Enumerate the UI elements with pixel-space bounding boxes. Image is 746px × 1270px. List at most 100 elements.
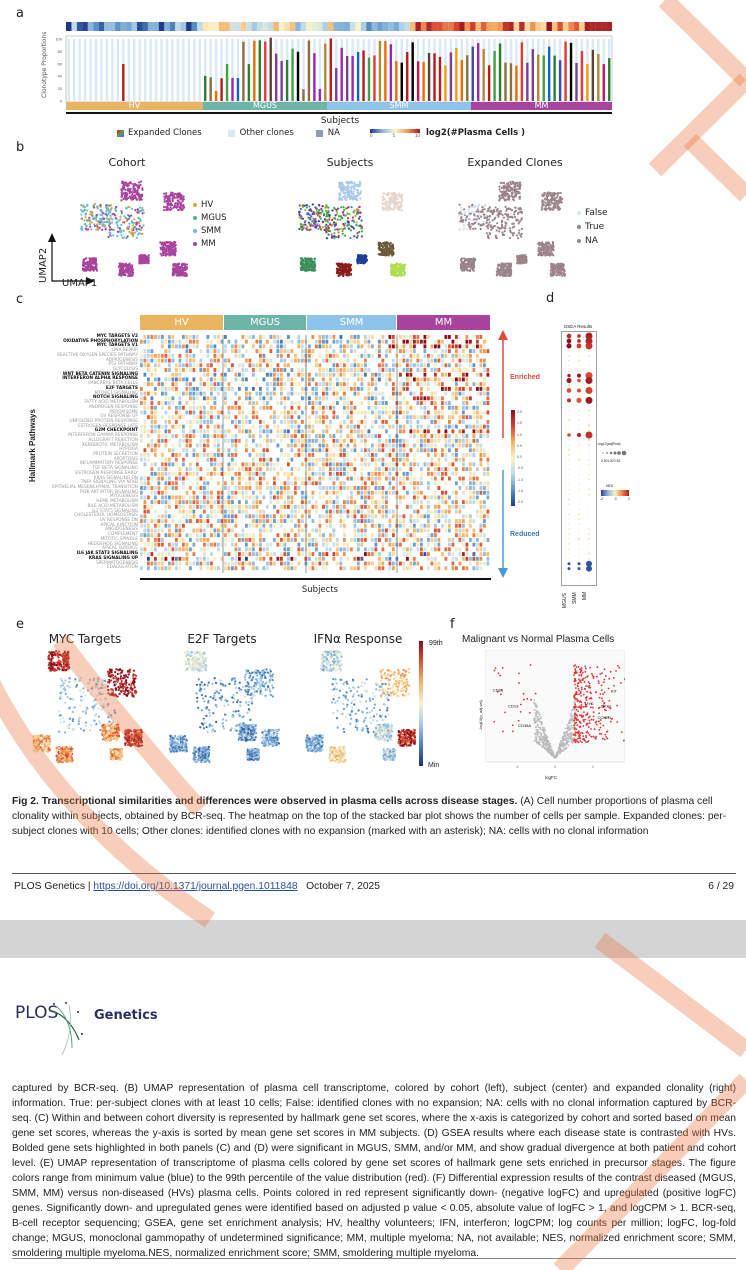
- umap-point: [556, 196, 559, 199]
- umap-point: [338, 198, 341, 201]
- umap-point: [359, 254, 363, 257]
- tick: 0: [369, 132, 373, 138]
- heatmap-cell: [245, 386, 248, 391]
- umap-point: [469, 265, 472, 268]
- heatmap-cell: [311, 349, 315, 354]
- heatmap-cell: [413, 349, 416, 354]
- umap-point: [165, 192, 168, 195]
- heatmap-cell: [378, 377, 381, 382]
- umap-point: [86, 262, 90, 265]
- umap-point: [503, 227, 506, 230]
- umap-point: [476, 208, 479, 211]
- umap-point: [161, 241, 164, 244]
- umap-point: [388, 244, 391, 247]
- heatmap-cell: [385, 339, 388, 344]
- heatmap-cell: [413, 363, 416, 368]
- umap-point: [140, 198, 143, 201]
- heatmap-cell: [336, 368, 339, 372]
- heatmap-cell: [339, 386, 343, 391]
- heatmap-cell: [171, 339, 175, 344]
- umap-point: [121, 180, 124, 183]
- heatmap-cell: [178, 377, 182, 382]
- umap-point: [384, 200, 388, 203]
- panel-label-a: a: [16, 6, 24, 21]
- heatmap-cell: [227, 358, 231, 363]
- umap-point: [345, 199, 348, 202]
- umap-point: [177, 265, 181, 269]
- umap-point: [553, 198, 556, 201]
- umap-point: [334, 223, 337, 226]
- heatmap-cell: [262, 335, 266, 339]
- heatmap-cell: [353, 349, 357, 354]
- umap-point: [305, 204, 309, 207]
- expanded-clone-bar: [231, 77, 234, 101]
- heatmap-cell: [224, 349, 227, 354]
- umap-point: [315, 208, 318, 211]
- other-clones-bar: [111, 39, 114, 101]
- umap-point: [486, 236, 490, 239]
- heatmap-cell: [241, 344, 245, 349]
- heatmap-cell: [441, 382, 444, 387]
- heatmap-cell: [416, 368, 420, 372]
- heatmap-cell: [234, 339, 238, 344]
- umap-point: [506, 192, 509, 196]
- umap-point: [358, 205, 361, 208]
- umap-point: [136, 211, 139, 214]
- umap-point: [470, 267, 473, 270]
- heatmap-cell: [269, 372, 273, 377]
- umap-point: [401, 273, 404, 277]
- cell-count-heat-cell: [104, 22, 110, 31]
- heatmap-cell: [346, 386, 350, 391]
- heatmap-cell: [399, 358, 402, 363]
- heatmap-cell: [290, 382, 294, 387]
- umap-point: [173, 269, 176, 272]
- umap-point: [333, 232, 336, 235]
- umap-point: [326, 225, 330, 228]
- heatmap-cell: [206, 349, 210, 354]
- umap-point: [80, 213, 83, 216]
- umap-point: [390, 263, 393, 266]
- umap-point: [327, 226, 330, 230]
- y-tick: 0: [60, 99, 63, 104]
- heatmap-cell: [458, 386, 462, 391]
- umap-point: [299, 207, 302, 210]
- heatmap-cell: [486, 349, 490, 354]
- heatmap-cell: [182, 377, 185, 382]
- umap-point: [350, 187, 353, 190]
- umap-point: [400, 198, 404, 201]
- heatmap-cell: [437, 358, 441, 363]
- umap-point: [558, 272, 561, 275]
- heatmap-cell: [280, 353, 283, 358]
- umap-point: [82, 261, 85, 265]
- heatmap-cell: [336, 363, 339, 368]
- umap-point: [123, 215, 126, 218]
- umap-point: [495, 273, 498, 276]
- expanded-clone-bar: [542, 55, 545, 101]
- umap-point: [167, 208, 170, 211]
- heatmap-cell: [409, 349, 413, 354]
- umap-point: [508, 227, 512, 230]
- umap-point: [318, 209, 321, 212]
- heatmap-cell: [381, 372, 385, 377]
- heatmap-cell: [255, 349, 259, 354]
- expanded-clone-bar: [329, 38, 332, 101]
- heatmap-cell: [343, 349, 346, 354]
- heatmap-cell: [238, 363, 241, 368]
- heatmap-cell: [353, 358, 357, 363]
- umap-point: [503, 270, 506, 273]
- heatmap-cell: [150, 353, 154, 358]
- umap-title-subjects: Subjects: [326, 156, 374, 169]
- heatmap-cell: [416, 335, 420, 339]
- umap-point: [94, 266, 97, 269]
- heatmap-cell: [280, 377, 283, 382]
- heatmap-cell: [458, 335, 462, 339]
- heatmap-cell: [157, 377, 161, 382]
- heatmap-cell: [318, 382, 322, 387]
- heatmap-cell: [245, 358, 248, 363]
- heatmap-cell: [406, 363, 409, 368]
- heatmap-cell: [325, 368, 329, 372]
- umap-point: [499, 190, 502, 193]
- umap-point: [325, 213, 329, 216]
- heatmap-cell: [175, 363, 178, 368]
- umap-point: [301, 228, 304, 231]
